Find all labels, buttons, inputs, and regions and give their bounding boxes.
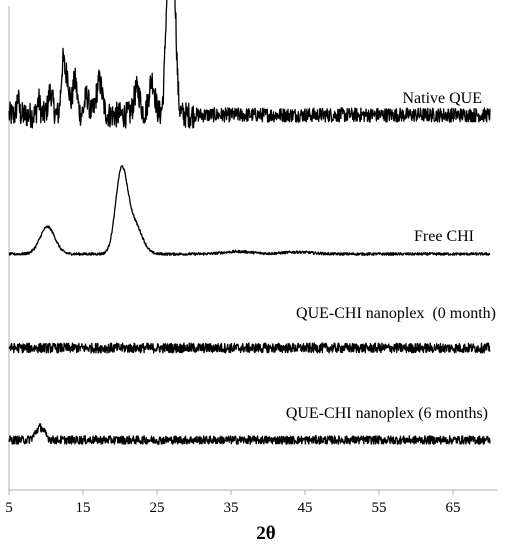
x-tick-label: 15 (76, 500, 91, 516)
x-tick-label: 25 (150, 500, 165, 516)
series-label-2: Free CHI (414, 228, 474, 245)
series-trace-4 (8, 423, 491, 445)
series-label-4: QUE-CHI nanoplex (6 months) (286, 405, 488, 422)
series-labels: Native QUE Free CHI QUE-CHI nanoplex (0 mo… (286, 90, 496, 422)
x-tick-label: 5 (5, 500, 13, 516)
x-tick-label: 55 (372, 500, 387, 516)
x-axis-title: 2θ (256, 523, 276, 544)
x-ticks: 5 15 25 35 45 55 65 (5, 490, 461, 516)
traces (8, 0, 491, 445)
x-tick-label: 35 (224, 500, 239, 516)
series-trace-3 (8, 342, 491, 354)
series-trace-2 (8, 165, 491, 256)
x-tick-label: 65 (446, 500, 461, 516)
series-trace-1 (8, 0, 491, 129)
x-tick-label: 45 (298, 500, 313, 516)
series-label-1: Native QUE (402, 90, 482, 107)
series-label-3: QUE-CHI nanoplex (0 month) (296, 305, 496, 322)
